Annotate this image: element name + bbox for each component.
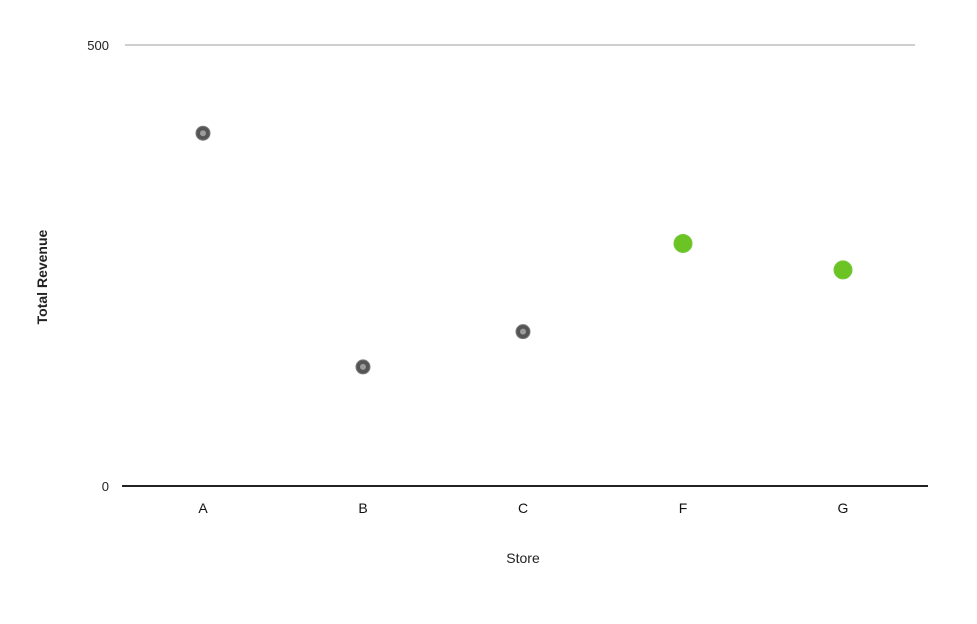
x-tick-label-c: C	[518, 500, 528, 516]
y-axis-title: Total Revenue	[34, 229, 50, 324]
data-point-f	[673, 233, 693, 253]
data-point-g	[833, 260, 853, 280]
x-tick-label-a: A	[198, 500, 208, 516]
x-tick-label-b: B	[358, 500, 367, 516]
data-point-highlight-c	[520, 328, 526, 335]
x-tick-label-g: G	[838, 500, 849, 516]
x-tick-label-f: F	[679, 500, 688, 516]
x-axis-title: Store	[506, 550, 540, 566]
y-tick-label-max: 500	[87, 38, 109, 53]
y-tick-label-min: 0	[102, 479, 109, 494]
data-point-highlight-b	[360, 363, 366, 370]
data-points	[195, 125, 853, 375]
data-point-highlight-a	[200, 130, 206, 137]
